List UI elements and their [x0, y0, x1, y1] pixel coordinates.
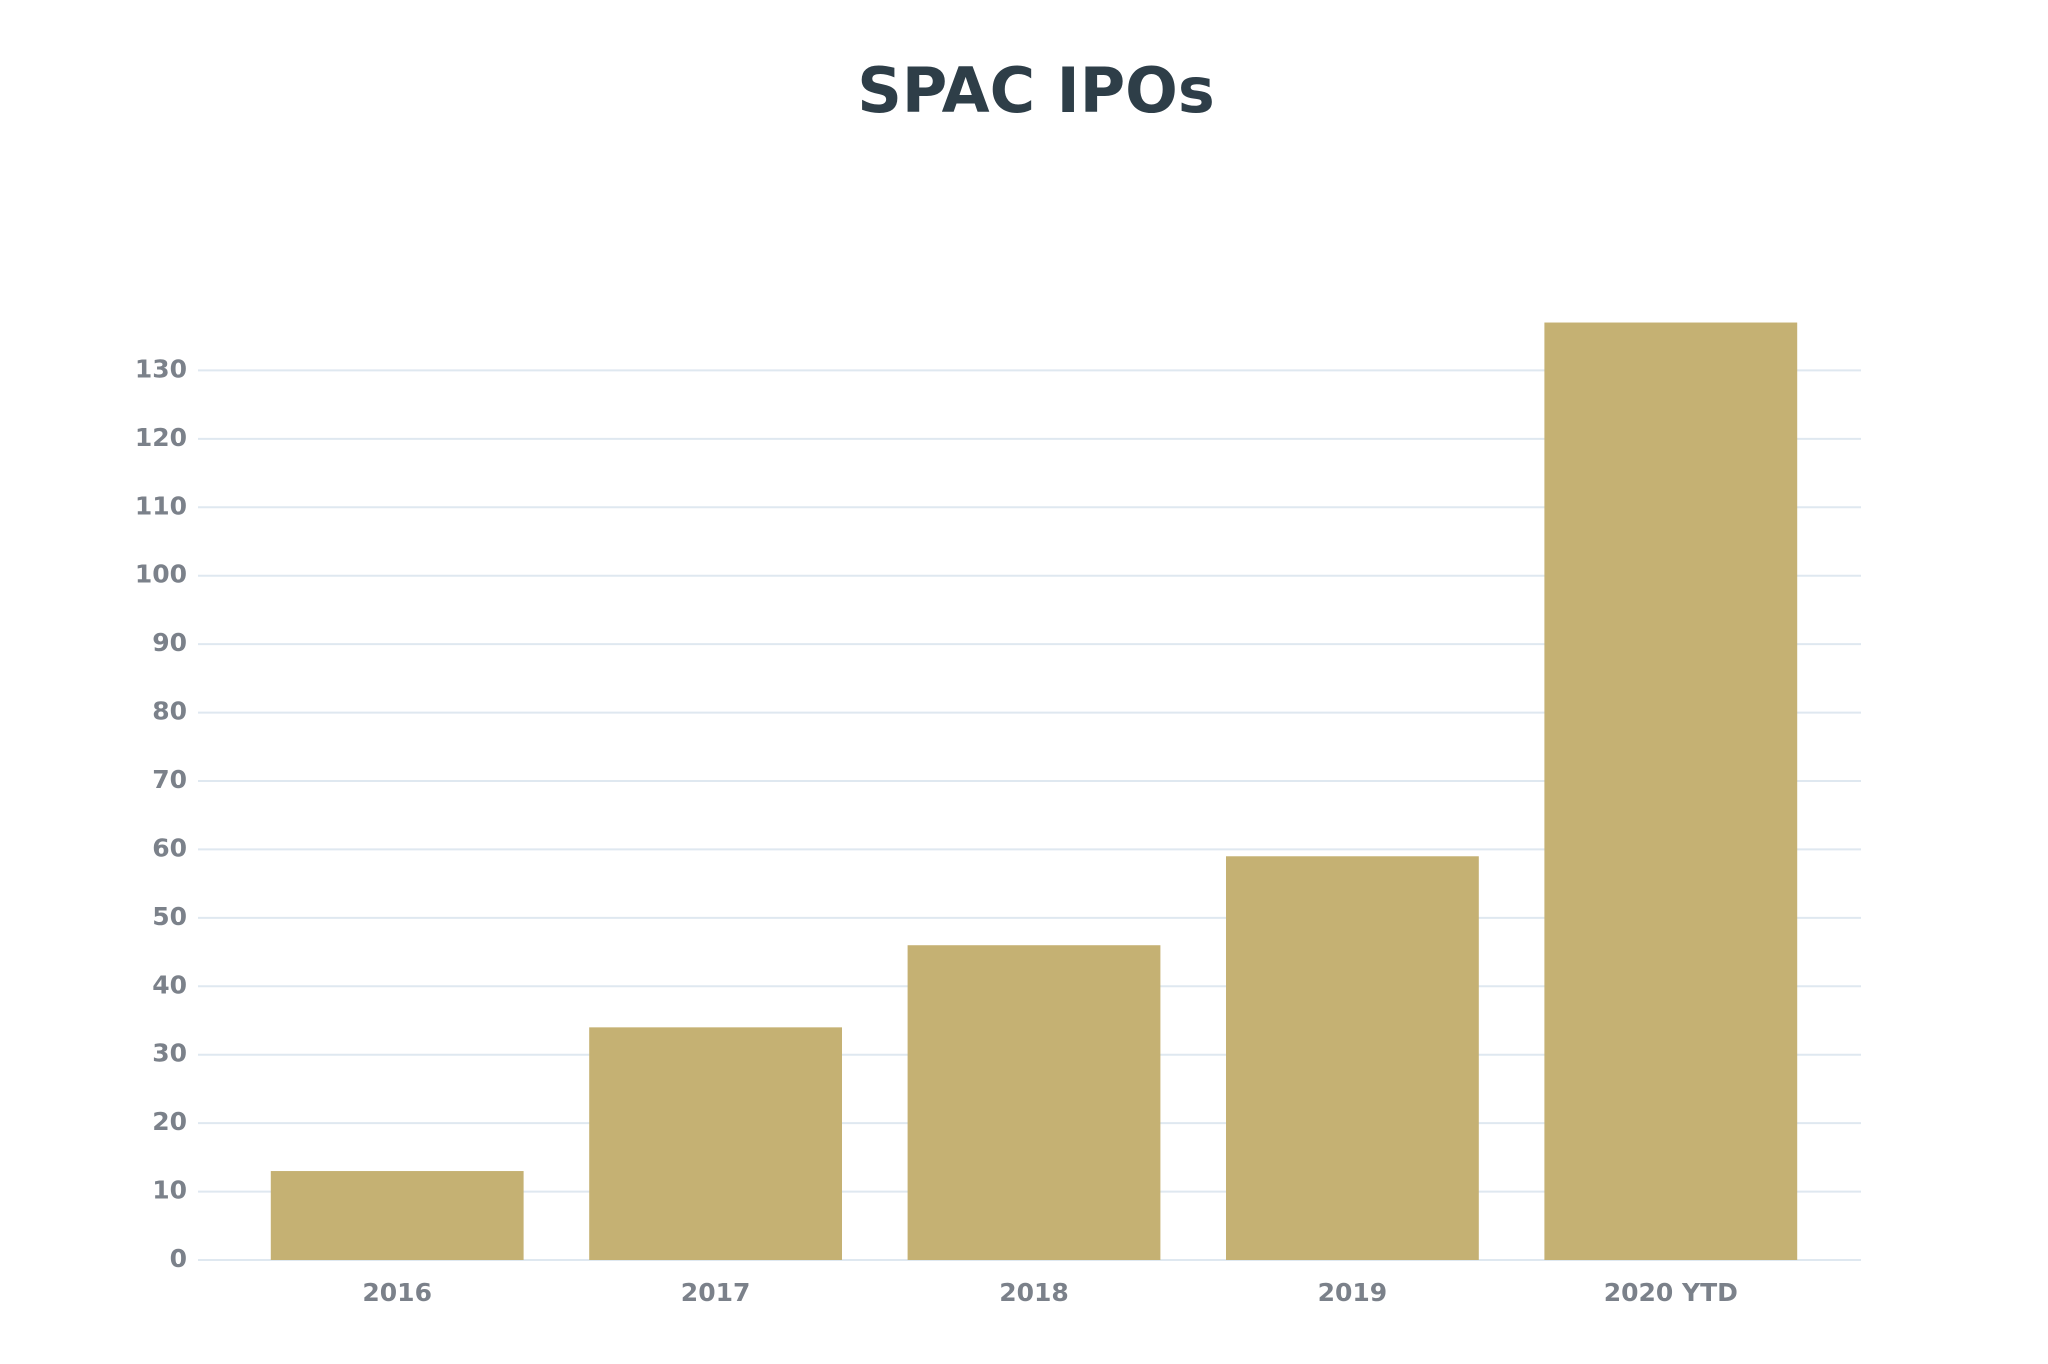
bar: [1225, 856, 1479, 1260]
y-tick-label: 10: [152, 1176, 187, 1205]
chart-title: SPAC IPOs: [857, 54, 1215, 127]
y-tick-label: 60: [152, 833, 187, 862]
y-tick-label: 40: [152, 970, 187, 999]
y-tick-label: 130: [135, 354, 187, 383]
y-tick-label: 0: [170, 1244, 187, 1273]
y-tick-label: 30: [152, 1039, 187, 1068]
x-tick-label: 2016: [362, 1278, 432, 1307]
bar: [907, 945, 1161, 1260]
x-tick-label: 2017: [681, 1278, 751, 1307]
bar: [589, 1027, 843, 1260]
y-tick-label: 20: [152, 1107, 187, 1136]
x-tick-label: 2020 YTD: [1604, 1278, 1738, 1307]
bar: [270, 1171, 524, 1260]
y-tick-label: 110: [135, 491, 187, 520]
y-tick-label: 70: [152, 765, 187, 794]
x-tick-label: 2019: [1318, 1278, 1388, 1307]
bar: [1544, 322, 1798, 1260]
y-tick-label: 80: [152, 697, 187, 726]
y-tick-label: 120: [135, 423, 187, 452]
y-tick-label: 50: [152, 902, 187, 931]
y-tick-label: 90: [152, 628, 187, 657]
x-tick-label: 2018: [999, 1278, 1069, 1307]
y-tick-label: 100: [135, 560, 187, 589]
